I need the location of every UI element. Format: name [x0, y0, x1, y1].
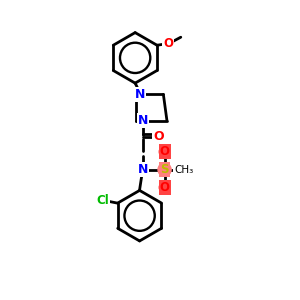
- Text: N: N: [138, 163, 148, 176]
- Text: S: S: [160, 163, 169, 176]
- Text: O: O: [160, 145, 170, 158]
- Text: N: N: [134, 88, 145, 101]
- Text: Cl: Cl: [96, 194, 109, 207]
- Text: O: O: [163, 37, 173, 50]
- Circle shape: [159, 146, 170, 157]
- Text: N: N: [138, 114, 148, 127]
- Text: O: O: [160, 181, 170, 194]
- Text: CH₃: CH₃: [174, 165, 194, 175]
- Circle shape: [158, 163, 171, 176]
- Circle shape: [159, 182, 170, 193]
- Text: N: N: [134, 88, 145, 101]
- Text: O: O: [153, 130, 164, 143]
